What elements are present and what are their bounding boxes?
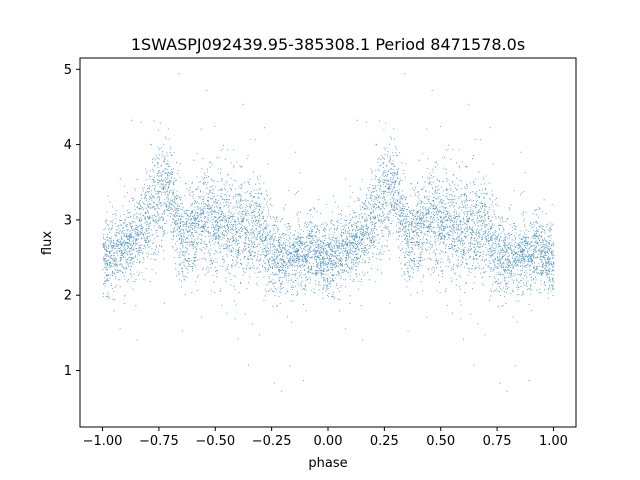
- y-tick-label: 4: [64, 138, 72, 153]
- x-axis: −1.00 −0.75 −0.50 −0.25 0.00 0.25 0.50 0.75 1.00: [83, 427, 568, 449]
- x-tick-label: 0.25: [370, 434, 399, 449]
- x-tick-label: −1.00: [83, 434, 123, 449]
- y-tick-label: 3: [64, 213, 72, 228]
- x-tick-label: 0.75: [483, 434, 512, 449]
- x-tick-label: −0.50: [195, 434, 235, 449]
- x-tick-label: 0.00: [314, 434, 343, 449]
- y-tick-label: 1: [64, 364, 72, 379]
- y-axis-label: flux: [40, 231, 55, 255]
- x-tick-label: 0.50: [426, 434, 455, 449]
- y-tick-label: 2: [64, 289, 72, 304]
- y-axis: 1 2 3 4 5: [64, 63, 80, 379]
- x-tick-label: −0.25: [252, 434, 292, 449]
- y-tick-label: 5: [64, 63, 72, 78]
- x-tick-label: −0.75: [139, 434, 179, 449]
- x-tick-label: 1.00: [539, 434, 568, 449]
- x-axis-label: phase: [308, 456, 347, 471]
- chart-title: 1SWASPJ092439.95-385308.1 Period 8471578…: [131, 35, 525, 54]
